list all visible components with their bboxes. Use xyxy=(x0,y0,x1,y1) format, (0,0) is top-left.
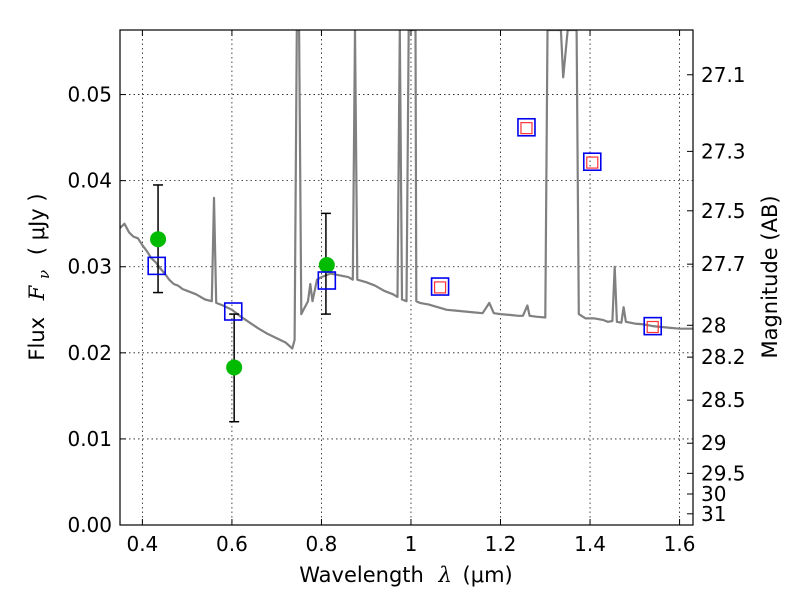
y-tick-label: 0.03 xyxy=(67,255,112,279)
x-tick-label: 1.6 xyxy=(664,532,696,556)
model-point-inner xyxy=(520,122,533,135)
y-axis-label: Flux F ν ( μJy ) xyxy=(25,193,54,360)
y-tick-label: 0.05 xyxy=(67,83,112,107)
y-tick-label: 0.04 xyxy=(67,169,112,193)
x-tick-label: 1 xyxy=(405,532,418,556)
right-tick-label: 27.1 xyxy=(701,63,746,87)
x-tick-label: 0.4 xyxy=(126,532,158,556)
x-axis-label: Wavelength λ (μm) xyxy=(299,563,512,587)
model-point xyxy=(517,117,536,137)
right-tick-label: 28 xyxy=(701,313,726,337)
right-tick-label: 28.2 xyxy=(701,345,746,369)
observed-point xyxy=(150,231,167,248)
model-point-inner xyxy=(586,156,599,169)
y-tick-label: 0.01 xyxy=(67,427,112,451)
observed-point xyxy=(318,257,335,274)
x-tick-label: 1.4 xyxy=(574,532,606,556)
plot-frame xyxy=(119,29,694,526)
plot-area xyxy=(120,30,693,423)
model-point-inner xyxy=(646,320,659,334)
spectrum-line xyxy=(120,30,693,350)
model-point xyxy=(643,316,663,336)
model-point xyxy=(582,152,602,172)
x-tick-label: 0.8 xyxy=(306,532,338,556)
right-tick-label: 28.5 xyxy=(701,388,746,412)
right-tick-label: 27.3 xyxy=(701,139,746,163)
y-tick-label: 0.00 xyxy=(67,513,112,537)
model-point xyxy=(317,271,337,290)
right-tick-label: 27.5 xyxy=(701,199,746,223)
observed-point xyxy=(226,359,243,376)
right-tick-label: 27.7 xyxy=(701,252,746,276)
x-tick-label: 0.6 xyxy=(216,532,248,556)
right-axis-label: Magnitude (AB) xyxy=(758,195,782,358)
model-point-inner xyxy=(433,281,447,294)
axis-ticks: 0.4 0.6 0.8 1 1.2 1.4 1.6 0.00 0.01 0.02 0.03 0.04 0… xyxy=(67,30,746,556)
right-tick-label: 29.5 xyxy=(701,461,746,485)
right-tick-label: 31 xyxy=(701,502,726,526)
model-point xyxy=(223,302,243,321)
y-tick-label: 0.02 xyxy=(67,341,112,365)
right-tick-label: 30 xyxy=(701,482,726,506)
right-tick-label: 29 xyxy=(701,431,726,455)
x-tick-label: 1.2 xyxy=(485,532,517,556)
model-point xyxy=(430,277,450,296)
model-point xyxy=(147,256,167,276)
